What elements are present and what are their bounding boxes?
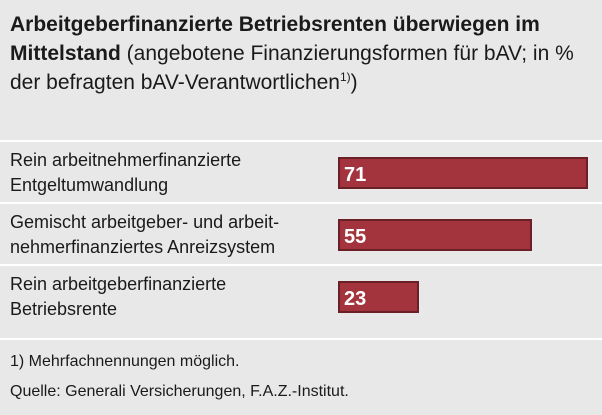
footnote: 1) Mehrfachnennungen möglich. <box>10 353 240 370</box>
title-footnote-mark: 1) <box>339 70 351 84</box>
category-label-line: Gemischt arbeitgeber- und arbeit- <box>10 212 280 232</box>
category-label: Rein arbeitgeberfinanzierte Betriebsrente <box>10 272 330 322</box>
bar-value-label: 55 <box>344 226 367 248</box>
category-label-line: nehmerfinanziertes Anreizsystem <box>10 237 276 257</box>
bar: 23 <box>338 281 419 313</box>
row-divider <box>0 202 602 204</box>
category-label: Rein arbeitnehmerfinanzierte Entgeltumwan… <box>10 148 330 198</box>
bar: 71 <box>338 157 588 189</box>
source-note: Quelle: Generali Versicherungen, F.A.Z.-… <box>10 383 349 400</box>
chart-title: Arbeitgeberfinanzierte Betriebsrenten üb… <box>10 10 595 97</box>
footer-divider <box>0 338 602 340</box>
row-divider <box>0 264 602 266</box>
bar: 55 <box>338 219 532 251</box>
row-divider <box>0 140 602 142</box>
bar-value-label: 23 <box>344 288 367 310</box>
category-label-line: Entgeltumwandlung <box>10 175 169 195</box>
category-label: Gemischt arbeitgeber- und arbeit-nehmerf… <box>10 210 330 260</box>
chart-title-bold: Arbeitgeberfinanzierte Betriebsrenten üb… <box>10 13 540 65</box>
category-label-line: Rein arbeitnehmerfinanzierte <box>10 150 242 170</box>
category-label-line: Betriebsrente <box>10 299 118 319</box>
category-label-line: Rein arbeitgeberfinanzierte <box>10 274 227 294</box>
chart-title-area: Arbeitgeberfinanzierte Betriebsrenten üb… <box>0 0 602 136</box>
bar-value-label: 71 <box>344 164 367 186</box>
chart-title-close: ) <box>350 71 358 94</box>
chart-title-rest: (angebotene Finanzierungsformen für bAV;… <box>10 42 574 94</box>
